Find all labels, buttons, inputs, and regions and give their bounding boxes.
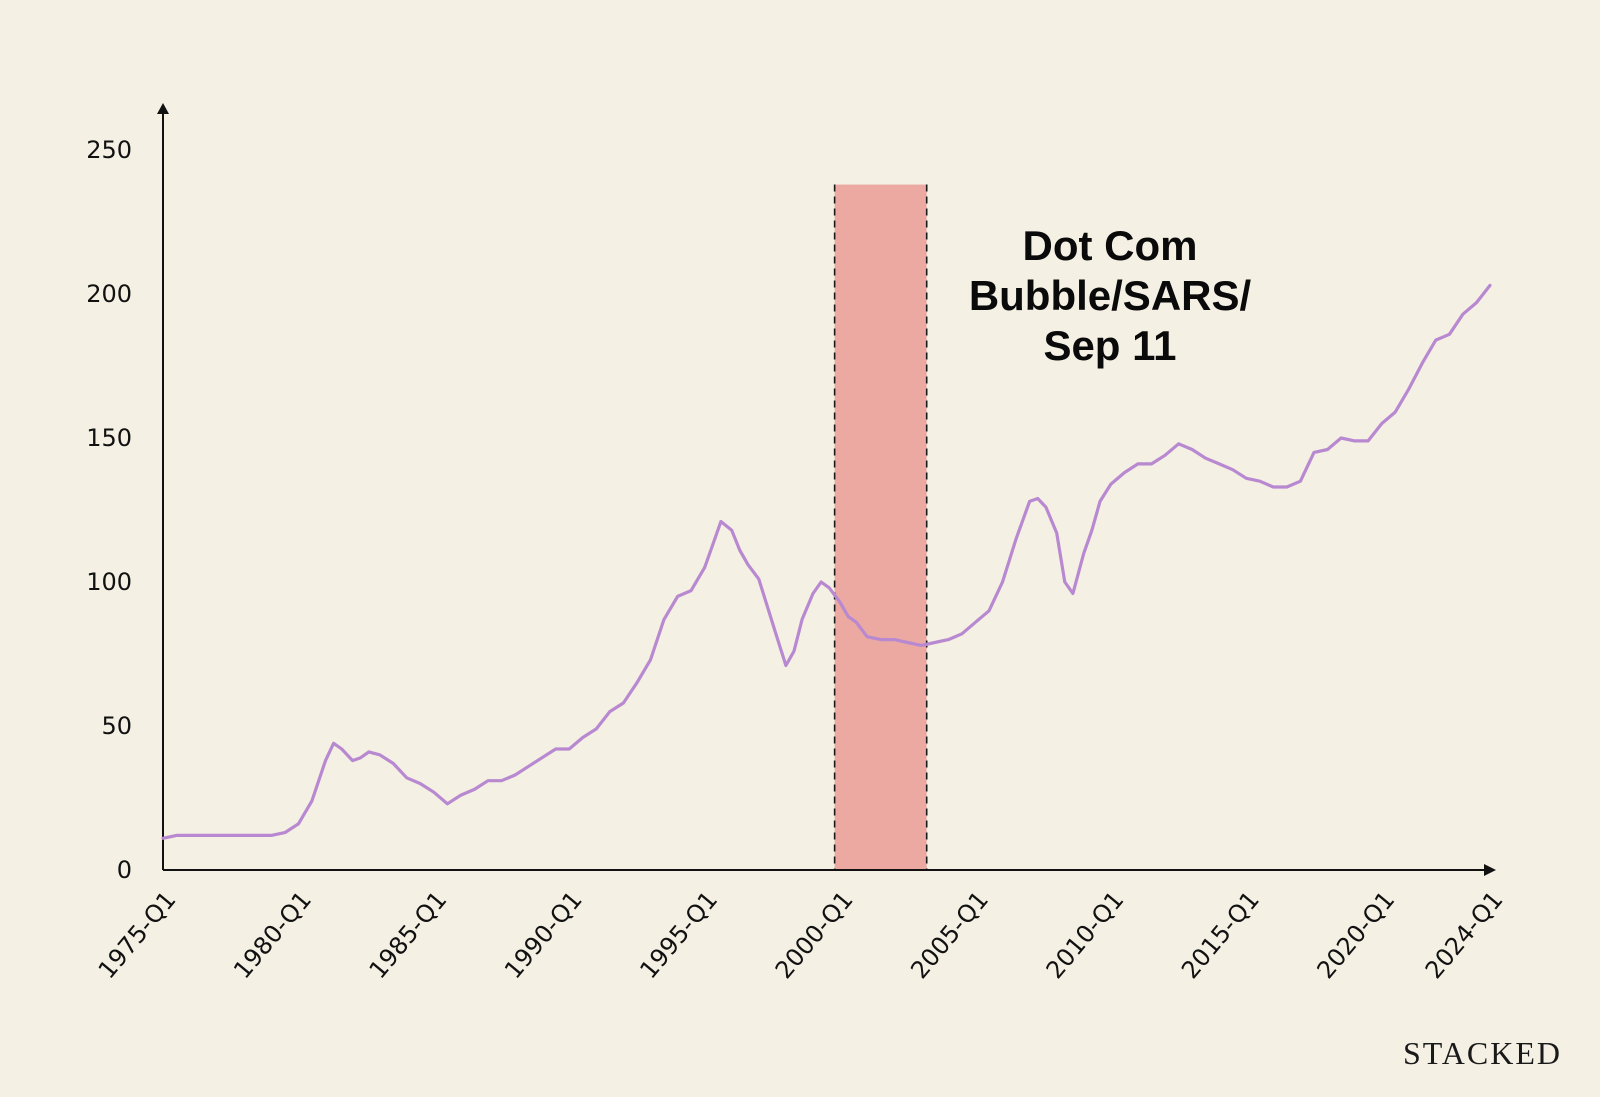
x-axis-arrow [1484,864,1496,876]
x-tick-label: 1995-Q1 [634,886,723,984]
brand-logo-text: STACKED [1403,1035,1562,1071]
y-tick-label: 100 [86,568,132,596]
x-tick-label: 1980-Q1 [228,886,317,984]
y-tick-label: 50 [101,712,132,740]
x-tick-label: 2000-Q1 [770,886,859,984]
x-tick-label: 1985-Q1 [364,886,453,984]
y-tick-label: 200 [86,280,132,308]
x-tick-label: 2005-Q1 [905,886,994,984]
y-tick-label: 0 [117,856,132,884]
x-tick-label: 2024-Q1 [1420,886,1509,984]
y-tick-label: 150 [86,424,132,452]
highlight-label-line: Dot Com [1023,222,1198,269]
x-tick-label: 1990-Q1 [499,886,588,984]
series-line [161,283,1492,840]
x-tick-label: 1975-Q1 [93,886,182,984]
highlight-label-line: Bubble/SARS/ [969,272,1252,319]
y-tick-label: 250 [86,136,132,164]
x-tick-label: 2020-Q1 [1311,886,1400,984]
highlight-band [834,184,927,870]
y-axis-arrow [157,103,169,114]
highlight-label-line: Sep 11 [1043,322,1176,369]
x-tick-label: 2010-Q1 [1041,886,1130,984]
x-tick-label: 2015-Q1 [1176,886,1265,984]
